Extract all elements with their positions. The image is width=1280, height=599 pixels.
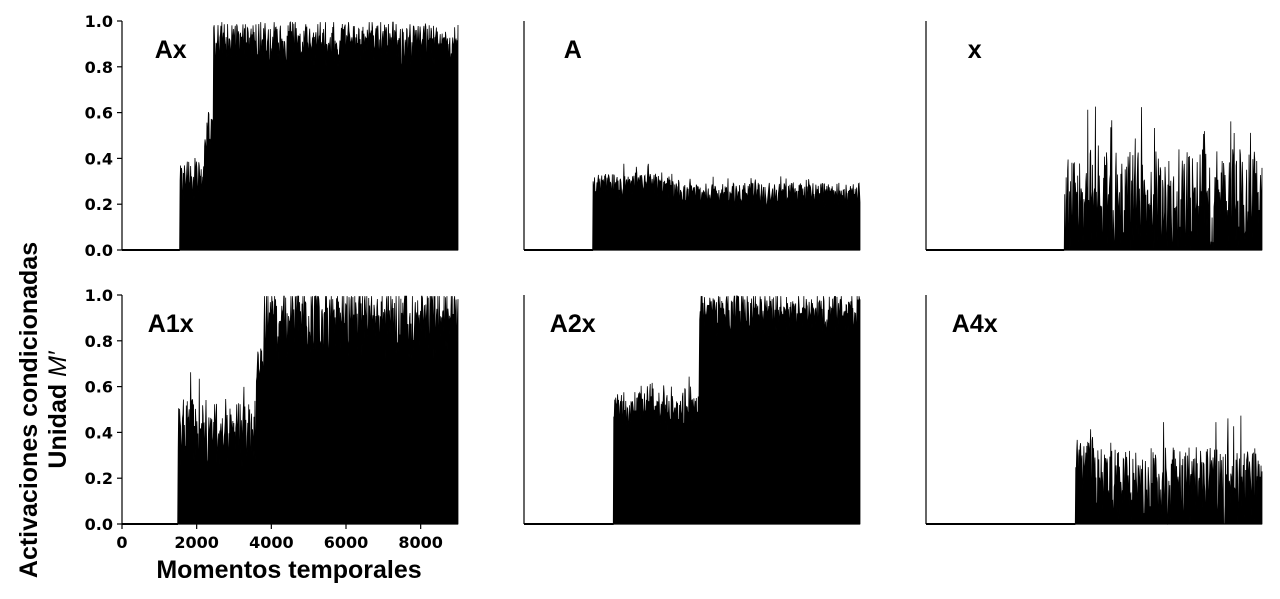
y-axis-label-line2: Unidad M′ bbox=[44, 350, 72, 468]
y-tick-label: 0.4 bbox=[85, 149, 113, 168]
y-tick-label: 0.8 bbox=[85, 58, 113, 77]
panel-x: x bbox=[925, 21, 1263, 251]
y-axis-label-unit-text: Unidad bbox=[44, 377, 72, 469]
panel-title: x bbox=[968, 36, 982, 64]
panel-title: A bbox=[564, 36, 582, 64]
x-tick-label: 0 bbox=[116, 533, 127, 552]
activation-area bbox=[524, 163, 861, 251]
panel-ax: 0.0 0.2 0.4 0.6 0.8 1.0 Ax bbox=[85, 12, 459, 260]
y-tick-label: 0.6 bbox=[85, 378, 113, 397]
y-tick-label: 0.0 bbox=[85, 241, 113, 260]
activation-area bbox=[122, 295, 459, 525]
x-tick-label: 8000 bbox=[398, 533, 443, 552]
panel-title: Ax bbox=[155, 36, 187, 64]
panel-a: A bbox=[523, 21, 861, 251]
y-tick-label: 0.4 bbox=[85, 423, 113, 442]
y-axis-label-line1: Activaciones condicionadas bbox=[15, 242, 43, 578]
y-tick-label: 1.0 bbox=[85, 12, 113, 31]
x-axis-label: Momentos temporales bbox=[156, 556, 421, 584]
y-tick-label: 0.2 bbox=[85, 195, 113, 214]
x-tick-label: 2000 bbox=[174, 533, 219, 552]
panel-a2x: A2x bbox=[523, 294, 861, 525]
panel-a1x: 0.0 0.2 0.4 0.6 0.8 1.0 0 2000 4000 6000 8000 A1x bbox=[85, 286, 459, 552]
panel-a4x: A4x bbox=[925, 295, 1263, 525]
y-tick-label: 0.0 bbox=[85, 515, 113, 534]
activation-area bbox=[926, 106, 1263, 251]
y-tick-label: 1.0 bbox=[85, 286, 113, 305]
y-axis-label-symbol: M′ bbox=[44, 350, 72, 377]
panel-title: A2x bbox=[550, 310, 596, 338]
panel-title: A1x bbox=[148, 310, 194, 338]
activation-area bbox=[926, 415, 1263, 525]
y-tick-label: 0.2 bbox=[85, 469, 113, 488]
x-tick-label: 4000 bbox=[249, 533, 294, 552]
y-tick-label: 0.6 bbox=[85, 104, 113, 123]
x-tick-label: 6000 bbox=[324, 533, 369, 552]
panel-title: A4x bbox=[952, 310, 998, 338]
y-tick-label: 0.8 bbox=[85, 332, 113, 351]
